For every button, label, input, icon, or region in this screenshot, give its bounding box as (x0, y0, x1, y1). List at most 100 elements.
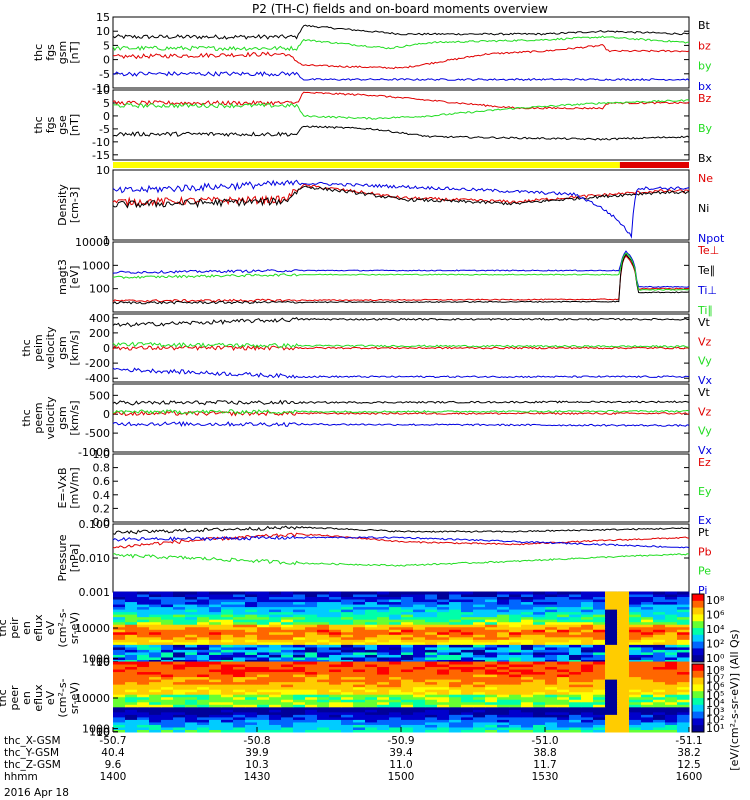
heatmap-cell (233, 641, 246, 645)
heatmap-cell (329, 727, 342, 730)
heatmap-cell (245, 691, 258, 695)
heatmap-cell (233, 634, 246, 638)
heatmap-cell (401, 679, 414, 683)
y-tick-label: 10000 (75, 622, 110, 635)
heatmap-cell (209, 634, 222, 638)
heatmap-cell (233, 591, 246, 595)
heatmap-cell (653, 634, 666, 638)
heatmap-cell (185, 724, 198, 728)
heatmap-cell (269, 716, 282, 720)
heatmap-cell (173, 661, 186, 665)
heatmap-cell (485, 696, 498, 700)
heatmap-cell (569, 666, 582, 670)
heatmap-cell (581, 606, 594, 610)
colorbar-segment (692, 704, 704, 713)
heatmap-cell (521, 621, 534, 625)
heatmap-cell (641, 636, 654, 640)
heatmap-cell (629, 599, 642, 603)
heatmap-cell (329, 724, 342, 728)
heatmap-cell (557, 624, 570, 628)
heatmap-cell (197, 661, 210, 665)
heatmap-cell (233, 659, 246, 663)
heatmap-cell (629, 724, 642, 728)
heatmap-cell (149, 722, 162, 725)
heatmap-cell (377, 696, 390, 700)
heatmap-cell (317, 719, 330, 723)
heatmap-cell (509, 686, 522, 690)
xaxis-row-value: -51.0 (531, 735, 558, 747)
heatmap-cell (641, 631, 654, 635)
heatmap-cell (221, 641, 234, 645)
heatmap-cell (329, 604, 342, 608)
heatmap-cell (641, 711, 654, 715)
heatmap-cell (569, 696, 582, 700)
heatmap-cell (257, 624, 270, 628)
heatmap-cell (521, 661, 534, 665)
heatmap-cell (677, 652, 690, 655)
heatmap-cell (677, 596, 690, 600)
heatmap-cell (497, 696, 510, 700)
heatmap-cell (233, 649, 246, 653)
heatmap-cell (557, 684, 570, 688)
heatmap-cell (581, 639, 594, 643)
heatmap-cell (257, 646, 270, 650)
heatmap-cell (521, 724, 534, 728)
heatmap-cell (293, 652, 306, 655)
heatmap-cell (413, 654, 426, 658)
heatmap-cell (245, 699, 258, 703)
heatmap-cell (605, 681, 618, 685)
heatmap-cell (257, 681, 270, 685)
heatmap-cell (473, 601, 486, 605)
heatmap-cell (281, 601, 294, 605)
heatmap-cell (521, 676, 534, 680)
heatmap-cell (149, 594, 162, 598)
heatmap-cell (125, 669, 138, 673)
heatmap-cell (161, 674, 174, 678)
heatmap-cell (425, 599, 438, 603)
heatmap-cell (137, 696, 150, 700)
heatmap-cell (305, 659, 318, 663)
heatmap-cell (413, 646, 426, 650)
heatmap-cell (137, 711, 150, 715)
mode-bar-yellow (113, 162, 620, 168)
heatmap-cell (617, 704, 630, 708)
heatmap-cell (173, 664, 186, 668)
heatmap-cell (257, 641, 270, 645)
heatmap-cell (209, 664, 222, 668)
heatmap-cell (641, 626, 654, 630)
heatmap-cell (605, 671, 618, 675)
heatmap-cell (293, 644, 306, 648)
heatmap-cell (125, 614, 138, 618)
heatmap-cell (521, 596, 534, 600)
heatmap-cell (305, 604, 318, 608)
heatmap-cell (233, 614, 246, 618)
heatmap-cell (233, 646, 246, 650)
heatmap-cell (449, 696, 462, 700)
heatmap-cell (605, 706, 618, 710)
heatmap-cell (413, 709, 426, 713)
heatmap-cell (629, 714, 642, 718)
heatmap-cell (569, 684, 582, 688)
heatmap-cell (533, 729, 546, 733)
heatmap-cell (629, 606, 642, 610)
heatmap-cell (617, 666, 630, 670)
heatmap-cell (137, 727, 150, 730)
heatmap-cell (653, 652, 666, 655)
heatmap-cell (269, 696, 282, 700)
heatmap-cell (665, 626, 678, 630)
series-line-Npot (112, 179, 690, 239)
heatmap-cell (233, 609, 246, 613)
heatmap-cell (545, 644, 558, 648)
heatmap-cell (389, 652, 402, 655)
heatmap-cell (341, 701, 354, 705)
heatmap-cell (533, 654, 546, 658)
heatmap-cell (461, 696, 474, 700)
heatmap-cell (401, 594, 414, 598)
heatmap-cell (401, 646, 414, 650)
heatmap-cell (149, 657, 162, 660)
heatmap-cell (677, 609, 690, 613)
heatmap-cell (161, 636, 174, 640)
heatmap-cell (173, 629, 186, 633)
heatmap-cell (245, 634, 258, 638)
